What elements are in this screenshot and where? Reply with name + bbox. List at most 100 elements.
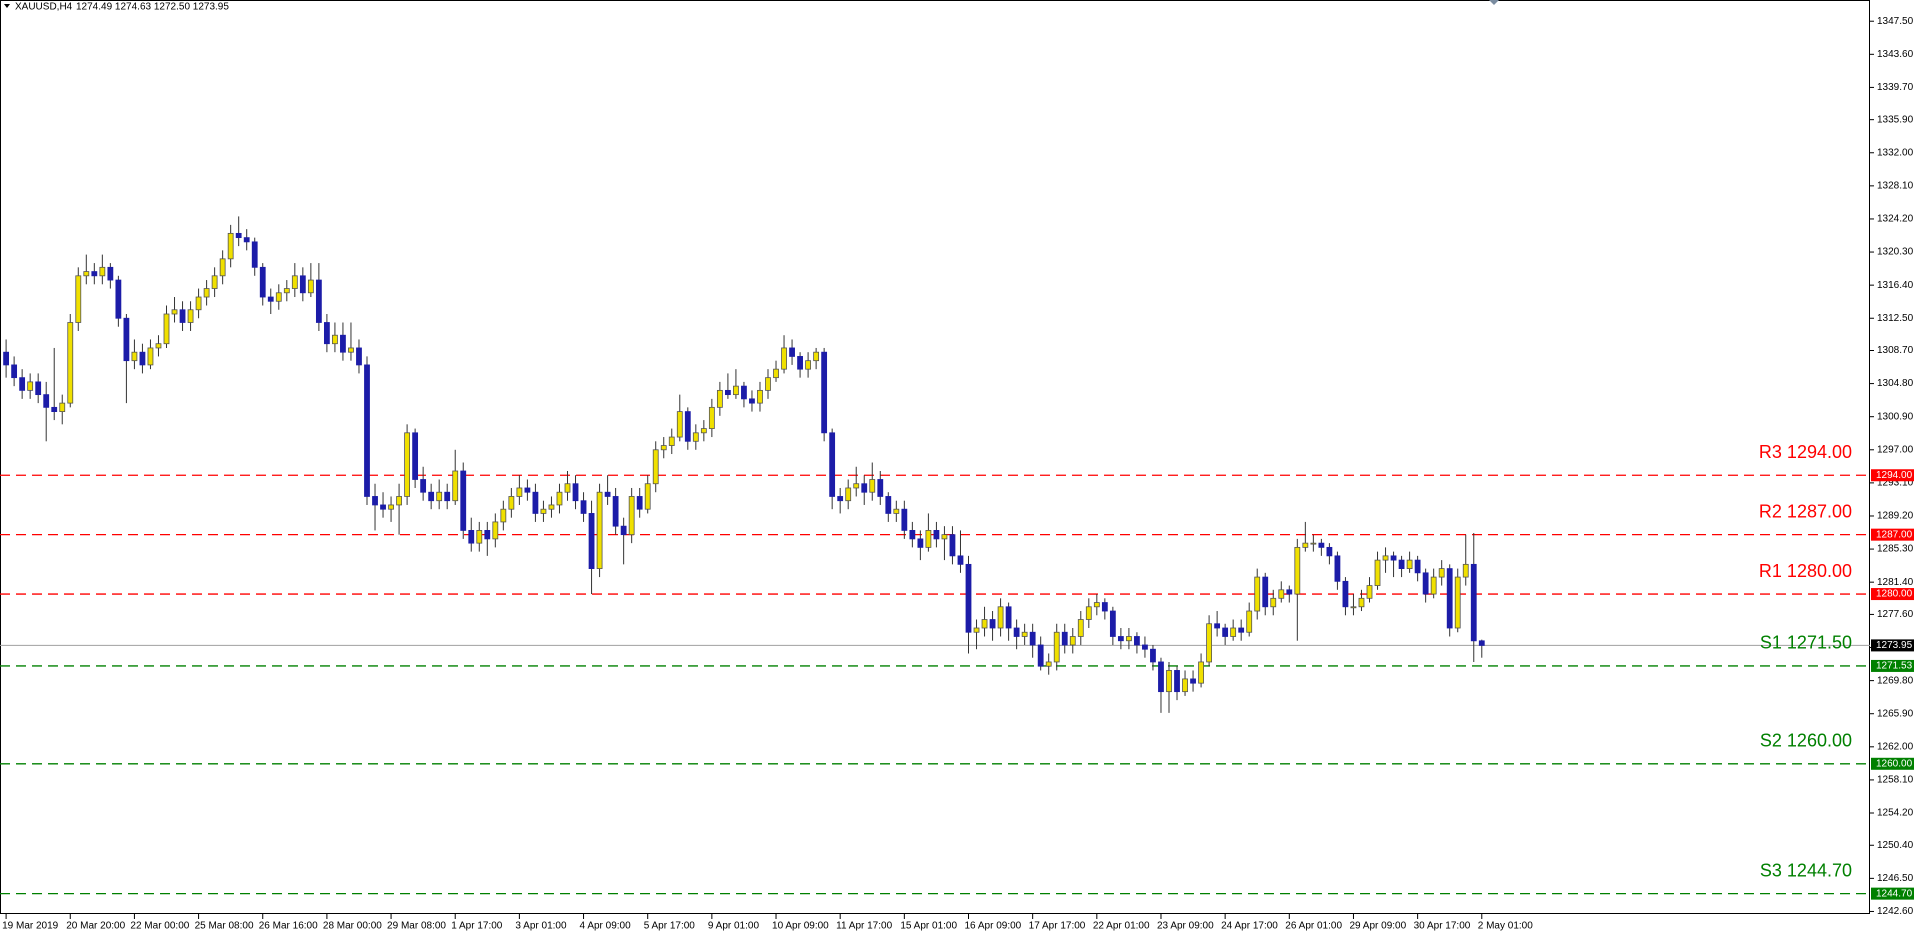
candle-body (380, 504, 386, 510)
candle-body (139, 351, 146, 366)
candle-body (3, 351, 9, 366)
candle-body (700, 428, 707, 434)
candle-body (1166, 670, 1172, 693)
candle-body (1005, 606, 1012, 629)
candle-body (933, 530, 940, 540)
candle-body (235, 232, 242, 239)
candle-body (27, 381, 34, 391)
y-tick-label: 1343.60 (1877, 49, 1914, 60)
candle-body (179, 309, 186, 323)
candle-body (219, 258, 226, 277)
candle-body (516, 487, 523, 497)
candle-body (901, 508, 908, 531)
x-tick-label: 11 Apr 17:00 (836, 921, 892, 932)
candle-body (500, 508, 507, 523)
candle-body (388, 504, 394, 510)
candle-body (348, 347, 354, 353)
candle-body (484, 530, 491, 540)
candle-body (187, 309, 194, 323)
candle-body (259, 266, 266, 298)
candle-body (1318, 542, 1325, 548)
x-tick-label: 23 Apr 09:00 (1157, 921, 1214, 932)
candle-body (741, 385, 747, 400)
candle-body (1454, 576, 1461, 629)
y-tick-label: 1281.40 (1877, 577, 1914, 588)
candle-body (997, 606, 1004, 629)
y-tick-label: 1250.40 (1877, 840, 1914, 851)
x-tick-label: 20 Mar 20:00 (66, 921, 125, 932)
y-tick-label: 1328.10 (1877, 180, 1914, 191)
candle-body (155, 343, 162, 349)
candle-body (1406, 559, 1413, 569)
candle-body (524, 487, 531, 493)
candle-body (436, 491, 443, 502)
candle-body (692, 432, 699, 442)
candle-body (1302, 542, 1309, 548)
candle-body (765, 377, 771, 391)
x-tick-label: 19 Mar 2019 (2, 921, 59, 932)
candle-body (1045, 661, 1052, 667)
candle-body (1230, 627, 1237, 637)
level-tag: 1287.00 (1876, 529, 1913, 540)
candle-body (965, 563, 972, 633)
candle-body (716, 389, 723, 408)
last-price-tag-bg (1871, 639, 1914, 652)
candle-body (131, 351, 138, 362)
candle-body (51, 406, 58, 412)
candle-body (1254, 576, 1261, 612)
candle-body (877, 479, 884, 497)
candle-body (283, 288, 290, 294)
candle-body (11, 364, 18, 379)
candle-body (1382, 555, 1389, 561)
y-tick-label: 1297.00 (1877, 444, 1914, 455)
candle-body (580, 500, 587, 514)
candle-body (396, 496, 402, 506)
candle-body (789, 347, 795, 357)
candle-body (163, 313, 170, 345)
level-label: S3 1244.70 (1760, 860, 1852, 880)
candle-body (1150, 648, 1156, 663)
candle-body (556, 491, 563, 506)
candle-body (725, 389, 731, 396)
candle-body (340, 334, 346, 353)
candle-body (1013, 627, 1020, 637)
candle-body (59, 402, 66, 412)
candle-body (203, 288, 210, 298)
candle-body (1438, 568, 1445, 578)
x-tick-label: 15 Apr 01:00 (900, 921, 957, 932)
candle-body (1342, 580, 1349, 608)
level-tag-bg (1871, 469, 1914, 482)
candle-body (821, 351, 828, 434)
candle-body (1061, 631, 1068, 646)
level-tag-bg (1871, 757, 1914, 770)
candle-body (668, 436, 675, 446)
y-tick-label: 1285.30 (1877, 544, 1914, 555)
candle-body (299, 275, 306, 294)
candle-body (652, 449, 659, 485)
chart-title: XAUUSD,H4 (15, 2, 73, 13)
y-tick-label: 1324.20 (1877, 214, 1914, 225)
candle-body (1222, 627, 1229, 637)
level-tag-bg (1871, 887, 1914, 900)
x-tick-label: 26 Mar 16:00 (259, 921, 318, 932)
candle-body (941, 534, 948, 540)
candle-body (636, 496, 643, 510)
x-tick-label: 2 May 01:00 (1478, 921, 1533, 932)
x-tick-label: 16 Apr 09:00 (965, 921, 1022, 932)
candle-body (364, 364, 370, 497)
last-price-tag: 1273.95 (1876, 640, 1913, 651)
candle-body (957, 555, 964, 565)
candle-body (1126, 636, 1132, 642)
candle-body (275, 292, 282, 302)
candle-body (1334, 555, 1341, 582)
x-tick-label: 4 Apr 09:00 (580, 921, 632, 932)
x-tick-label: 22 Mar 00:00 (130, 921, 189, 932)
candle-body (123, 317, 130, 362)
candle-body (981, 619, 988, 629)
candle-body (813, 351, 820, 362)
candle-body (43, 394, 50, 408)
candle-body (291, 275, 298, 289)
y-tick-label: 1320.30 (1877, 247, 1914, 258)
candle-body (604, 491, 611, 497)
